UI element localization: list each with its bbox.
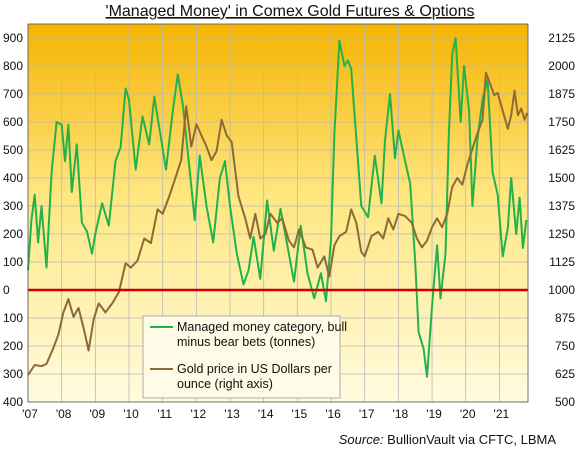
legend-label-managed-money-line2: minus bear bets (tonnes) — [177, 335, 315, 349]
legend-label-gold-price-line1: Gold price in US Dollars per — [177, 362, 332, 376]
x-tick-label: '19 — [426, 407, 442, 421]
right-tick-label: 1250 — [548, 227, 575, 241]
right-tick-label: 625 — [555, 367, 575, 381]
x-tick-label: '13 — [224, 407, 240, 421]
x-tick-label: '10 — [123, 407, 139, 421]
source-text: BullionVault via CFTC, LBMA — [387, 432, 556, 447]
legend-label-gold-price-line2: ounce (right axis) — [177, 377, 273, 391]
left-tick-label: 700 — [3, 87, 23, 101]
right-tick-label: 1500 — [548, 171, 575, 185]
left-tick-label: 200 — [3, 339, 23, 353]
left-tick-label: 600 — [3, 115, 23, 129]
left-tick-label: 900 — [3, 31, 23, 45]
source-note: Source: BullionVault via CFTC, LBMA — [339, 432, 557, 447]
right-tick-label: 1125 — [549, 255, 575, 269]
plot-frame — [27, 23, 529, 403]
x-tick-label: '17 — [359, 407, 375, 421]
right-tick-label: 1750 — [548, 115, 575, 129]
left-tick-label: 800 — [3, 59, 23, 73]
x-tick-label: '07 — [22, 407, 38, 421]
right-tick-label: 1000 — [548, 283, 575, 297]
left-tick-label: 300 — [3, 367, 23, 381]
left-tick-label: 300 — [3, 199, 23, 213]
right-axis-ticks: 500 625 750 875 1000 1125 1250 1375 1500 1625 1750… — [548, 31, 575, 409]
right-tick-label: 2000 — [548, 59, 575, 73]
x-tick-label: '11 — [157, 407, 172, 421]
right-tick-label: 500 — [555, 395, 575, 409]
series-layer — [27, 37, 528, 378]
series-line-gold-price — [27, 71, 528, 376]
left-tick-label: 100 — [3, 255, 23, 269]
series-line-managed-money — [27, 37, 528, 378]
left-tick-label: 100 — [3, 311, 23, 325]
x-tick-label: '20 — [460, 407, 476, 421]
left-tick-label: 200 — [3, 227, 23, 241]
right-tick-label: 875 — [555, 311, 575, 325]
legend: Managed money category, bull minus bear … — [142, 315, 347, 399]
x-tick-label: '09 — [90, 407, 106, 421]
source-label: Source: — [339, 432, 384, 447]
x-tick-label: '16 — [325, 407, 341, 421]
chart-title: 'Managed Money' in Comex Gold Futures & … — [106, 3, 475, 20]
right-tick-label: 1875 — [548, 87, 575, 101]
left-tick-label: 400 — [3, 395, 23, 409]
x-tick-label: '21 — [494, 407, 510, 421]
legend-box — [142, 315, 341, 399]
x-tick-label: '15 — [292, 407, 308, 421]
right-tick-label: 1625 — [548, 143, 575, 157]
x-axis-ticks: '07 '08 '09 '10 '11 '12 '13 '14 '15 '16 '17 '18 '19 '… — [22, 407, 509, 421]
right-tick-label: 1375 — [548, 199, 575, 213]
left-tick-label: 400 — [3, 171, 23, 185]
right-tick-label: 750 — [555, 339, 575, 353]
left-axis-ticks: 400 300 200 100 0 100 200 300 400 500 600 700 800 900 — [3, 31, 23, 409]
x-tick-label: '18 — [393, 407, 409, 421]
left-tick-label: 500 — [3, 143, 23, 157]
right-tick-label: 2125 — [548, 31, 575, 45]
x-tick-label: '08 — [56, 407, 72, 421]
legend-label-managed-money-line1: Managed money category, bull — [177, 320, 347, 334]
x-tick-label: '14 — [258, 407, 274, 421]
x-tick-label: '12 — [191, 407, 207, 421]
left-tick-label: 0 — [3, 283, 10, 297]
